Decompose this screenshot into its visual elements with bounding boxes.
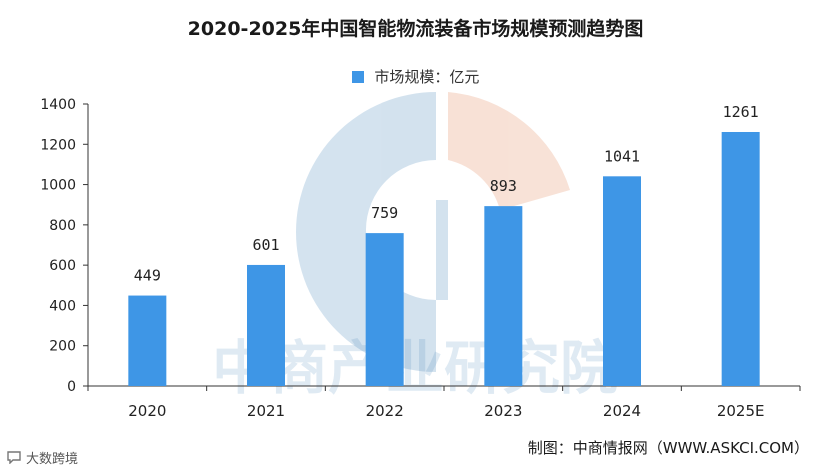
legend-label: 市场规模：亿元 (374, 68, 480, 86)
y-tick-label: 400 (49, 298, 76, 314)
bar-2022[interactable] (365, 233, 404, 386)
data-label-2025E: 1261 (723, 103, 759, 121)
bar-2020[interactable] (128, 295, 167, 386)
x-tick-label-2023: 2023 (484, 402, 522, 420)
data-labels-group: 449 601 759 893 1041 1261 (134, 103, 759, 285)
x-tick-label-2022: 2022 (366, 402, 404, 420)
chat-bubble-icon (6, 450, 22, 465)
y-axis: 0 200 400 600 800 1000 1200 1400 (40, 97, 89, 395)
bar-2024[interactable] (603, 176, 641, 386)
data-label-2023: 893 (490, 177, 517, 195)
x-tick-label-2025E: 2025E (717, 402, 765, 420)
x-tick-label-2020: 2020 (128, 402, 166, 420)
source-credit: 制图：中商情报网（WWW.ASKCI.COM） (527, 439, 809, 457)
x-tick-label-2024: 2024 (603, 402, 641, 420)
y-tick-label: 0 (67, 379, 76, 395)
chart-title: 2020-2025年中国智能物流装备市场规模预测趋势图 (187, 18, 644, 40)
y-tick-label: 800 (49, 218, 76, 234)
bars-group (128, 131, 760, 386)
y-tick-label: 1200 (40, 137, 76, 153)
legend[interactable]: 市场规模：亿元 (0, 66, 831, 87)
y-tick-label: 200 (49, 339, 76, 355)
legend-swatch (351, 71, 364, 83)
data-label-2020: 449 (134, 267, 161, 285)
badge-text: 大数跨境 (26, 451, 79, 467)
data-label-2021: 601 (252, 236, 279, 254)
watermark-logo (296, 92, 570, 372)
data-label-2024: 1041 (604, 147, 640, 165)
data-label-2022: 759 (371, 204, 398, 222)
x-tick-label-2021: 2021 (247, 402, 285, 420)
x-axis: 2020 2021 2022 2023 2024 2025E (87, 385, 801, 420)
bar-2023[interactable] (484, 206, 523, 386)
y-tick-label: 1400 (40, 97, 76, 113)
watermark-badge: 大数跨境 (6, 447, 78, 467)
y-tick-label: 1000 (40, 178, 76, 194)
bar-2025E[interactable] (721, 131, 760, 386)
y-tick-label: 600 (49, 258, 76, 274)
bar-2021[interactable] (247, 264, 285, 386)
